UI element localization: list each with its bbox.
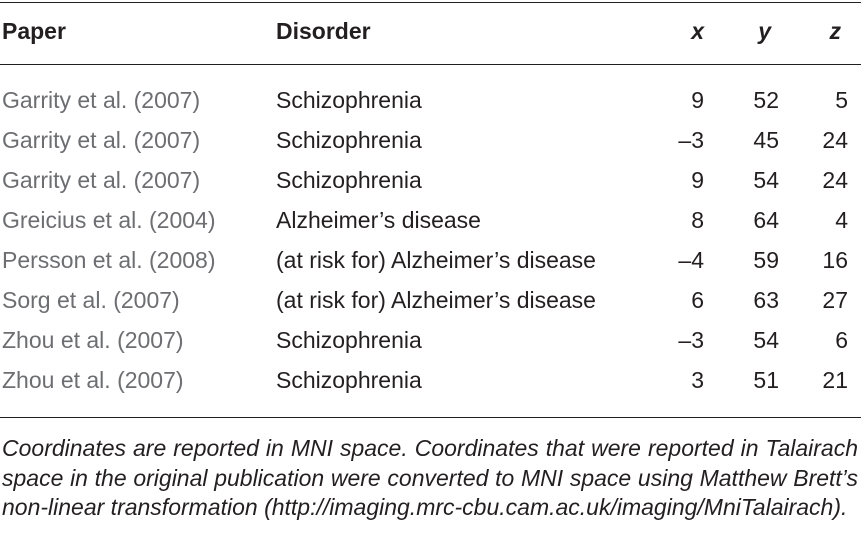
cell-paper: Persson et al. (2008) [2,247,216,273]
cell-y: 54 [753,327,779,353]
table-row: Persson et al. (2008) (at risk for) Alzh… [0,242,861,282]
cell-z: 24 [822,167,848,193]
cell-x: –3 [678,327,704,353]
cell-paper: Garrity et al. (2007) [2,127,201,153]
cell-x: 9 [691,87,704,113]
cell-disorder: Schizophrenia [276,167,422,193]
header-paper: Paper [2,18,66,44]
cell-disorder: Schizophrenia [276,87,422,113]
cell-y: 52 [753,87,779,113]
cell-y: 54 [753,167,779,193]
cell-disorder: (at risk for) Alzheimer’s disease [276,247,596,273]
header-disorder: Disorder [276,18,371,44]
cell-z: 4 [835,207,848,233]
cell-y: 45 [753,127,779,153]
table-row: Sorg et al. (2007) (at risk for) Alzheim… [0,282,861,322]
table-row: Garrity et al. (2007) Schizophrenia 9 54… [0,162,861,202]
cell-z: 24 [822,127,848,153]
cell-z: 16 [822,247,848,273]
cell-x: 8 [691,207,704,233]
cell-y: 51 [753,367,779,393]
cell-disorder: Schizophrenia [276,367,422,393]
cell-disorder: Schizophrenia [276,127,422,153]
cell-disorder: Schizophrenia [276,327,422,353]
cell-paper: Zhou et al. (2007) [2,327,184,353]
cell-paper: Garrity et al. (2007) [2,167,201,193]
table-row: Zhou et al. (2007) Schizophrenia 3 51 21 [0,362,861,402]
cell-z: 5 [835,87,848,113]
table-header-rule [0,64,861,65]
cell-disorder: Alzheimer’s disease [276,207,481,233]
table-row: Greicius et al. (2004) Alzheimer’s disea… [0,202,861,242]
header-z: z [829,18,842,44]
cell-x: 6 [691,287,704,313]
cell-z: 6 [835,327,848,353]
cell-x: 3 [691,367,704,393]
cell-paper: Greicius et al. (2004) [2,207,216,233]
cell-x: –3 [678,127,704,153]
table-top-rule [0,2,861,3]
header-y: y [758,18,771,44]
cell-x: –4 [678,247,704,273]
table-row: Zhou et al. (2007) Schizophrenia –3 54 6 [0,322,861,362]
cell-paper: Zhou et al. (2007) [2,367,184,393]
table-footnote: Coordinates are reported in MNI space. C… [2,435,858,520]
table-bottom-rule [0,417,861,418]
cell-paper: Garrity et al. (2007) [2,87,201,113]
cell-y: 64 [753,207,779,233]
cell-y: 63 [753,287,779,313]
cell-y: 59 [753,247,779,273]
table-body: Garrity et al. (2007) Schizophrenia 9 52… [0,82,861,402]
table-row: Garrity et al. (2007) Schizophrenia –3 4… [0,122,861,162]
header-x: x [691,18,704,44]
cell-x: 9 [691,167,704,193]
cell-paper: Sorg et al. (2007) [2,287,180,313]
cell-z: 27 [822,287,848,313]
cell-z: 21 [822,367,848,393]
table-row: Garrity et al. (2007) Schizophrenia 9 52… [0,82,861,122]
cell-disorder: (at risk for) Alzheimer’s disease [276,287,596,313]
